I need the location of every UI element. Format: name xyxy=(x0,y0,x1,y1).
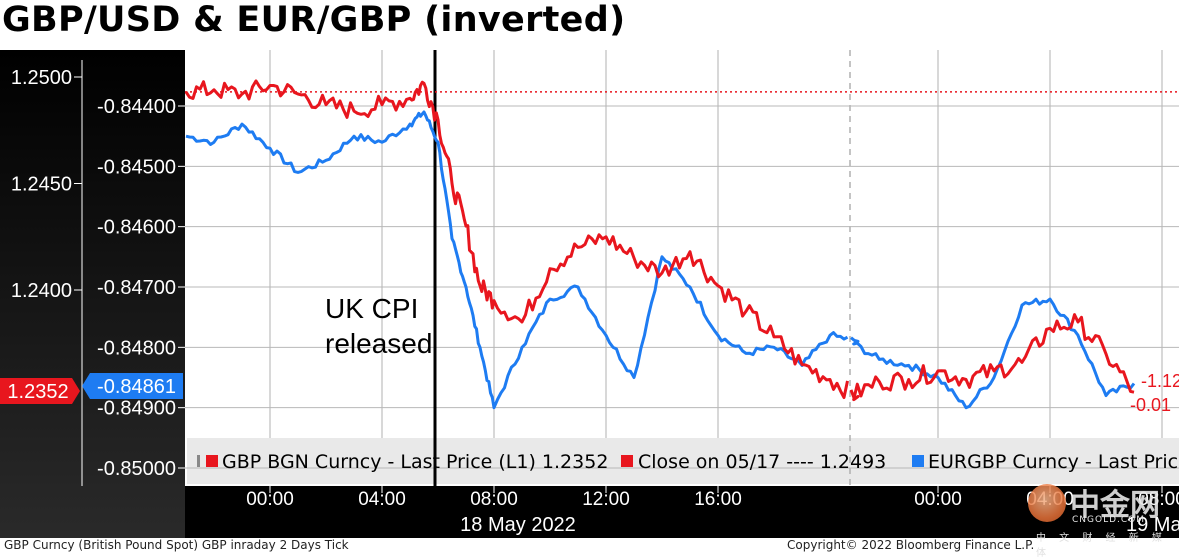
annotation-line-1: UK CPI xyxy=(325,293,418,324)
plot-area xyxy=(185,50,1179,486)
eur-current-label: -0.84861 xyxy=(97,376,176,398)
right-axis-tick-label: -0.84900 xyxy=(97,398,176,420)
left-axis-tick-label: 1.2400 xyxy=(11,280,72,302)
eur-line-day2 xyxy=(850,297,1136,410)
right-axis-tick-label: -0.85000 xyxy=(97,458,176,480)
bottom-axis-panel xyxy=(185,486,1179,538)
watermark-logo: 中金网 CNGOLD.COM 中 文 财 经 新 媒 体 xyxy=(1022,480,1179,559)
legend-panel xyxy=(187,438,1179,484)
right-axis-tick-label: -0.84600 xyxy=(97,217,176,239)
right-axis-tick-label: -0.84800 xyxy=(97,337,176,359)
legend-swatch-close xyxy=(621,455,633,467)
x-tick-label: 12:00 xyxy=(582,489,630,510)
watermark-sub2: 中 文 财 经 新 媒 体 xyxy=(1036,533,1167,559)
gbp-line-day2 xyxy=(849,313,1135,402)
gbp-current-label: 1.2352 xyxy=(7,381,68,403)
footer-source: GBP Curncy (British Pound Spot) GBP inra… xyxy=(4,538,349,552)
date-label-day1: 18 May 2022 xyxy=(460,514,576,536)
x-tick-label: 00:00 xyxy=(246,489,294,510)
left-axis-panel xyxy=(0,50,185,538)
chart-title: GBP/USD & EUR/GBP (inverted) xyxy=(2,0,626,40)
legend-label-gbp: GBP BGN Curncy - Last Price (L1) 1.2352 xyxy=(222,451,608,473)
x-tick-label: 00:00 xyxy=(914,489,962,510)
gbp-current-badge xyxy=(0,378,80,404)
x-tick-label: 04:00 xyxy=(358,489,406,510)
watermark-icon xyxy=(1028,484,1066,522)
right-axis-tick-label: -0.84400 xyxy=(97,96,176,118)
x-tick-label: 08:00 xyxy=(1138,489,1179,510)
legend-swatch-gbp xyxy=(206,455,218,467)
date-label-day2: 19 Ma xyxy=(1126,514,1179,536)
gbp-end-label: -1.12 xyxy=(1141,371,1179,391)
grid xyxy=(185,50,1179,486)
legend-marker-pin xyxy=(197,455,200,467)
x-tick-label: 08:00 xyxy=(470,489,518,510)
eur-line xyxy=(185,110,849,410)
right-axis-tick-label: -0.84500 xyxy=(97,156,176,178)
annotation-line-2: released xyxy=(325,328,432,359)
left-axis-tick-label: 1.2500 xyxy=(11,67,72,89)
gbp-line xyxy=(184,79,849,399)
watermark-sub: CNGOLD.COM xyxy=(1072,515,1146,525)
series-layer xyxy=(184,79,1179,410)
footer-copyright: Copyright© 2022 Bloomberg Finance L.P. xyxy=(787,538,1035,552)
eur-current-badge xyxy=(82,373,183,399)
watermark-text: 中金网 xyxy=(1070,488,1160,523)
eur-end-label: -0.01 xyxy=(1130,395,1171,415)
left-axis-tick-label: 1.2450 xyxy=(11,174,72,196)
legend-label-eur: EURGBP Curncy - Last Price xyxy=(928,451,1179,473)
x-tick-label: 16:00 xyxy=(694,489,742,510)
legend: GBP BGN Curncy - Last Price (L1) 1.2352 C… xyxy=(197,451,1179,473)
legend-swatch-eur xyxy=(912,455,924,467)
legend-label-close: Close on 05/17 ---- 1.2493 xyxy=(638,451,886,473)
right-axis-tick-label: -0.84700 xyxy=(97,277,176,299)
